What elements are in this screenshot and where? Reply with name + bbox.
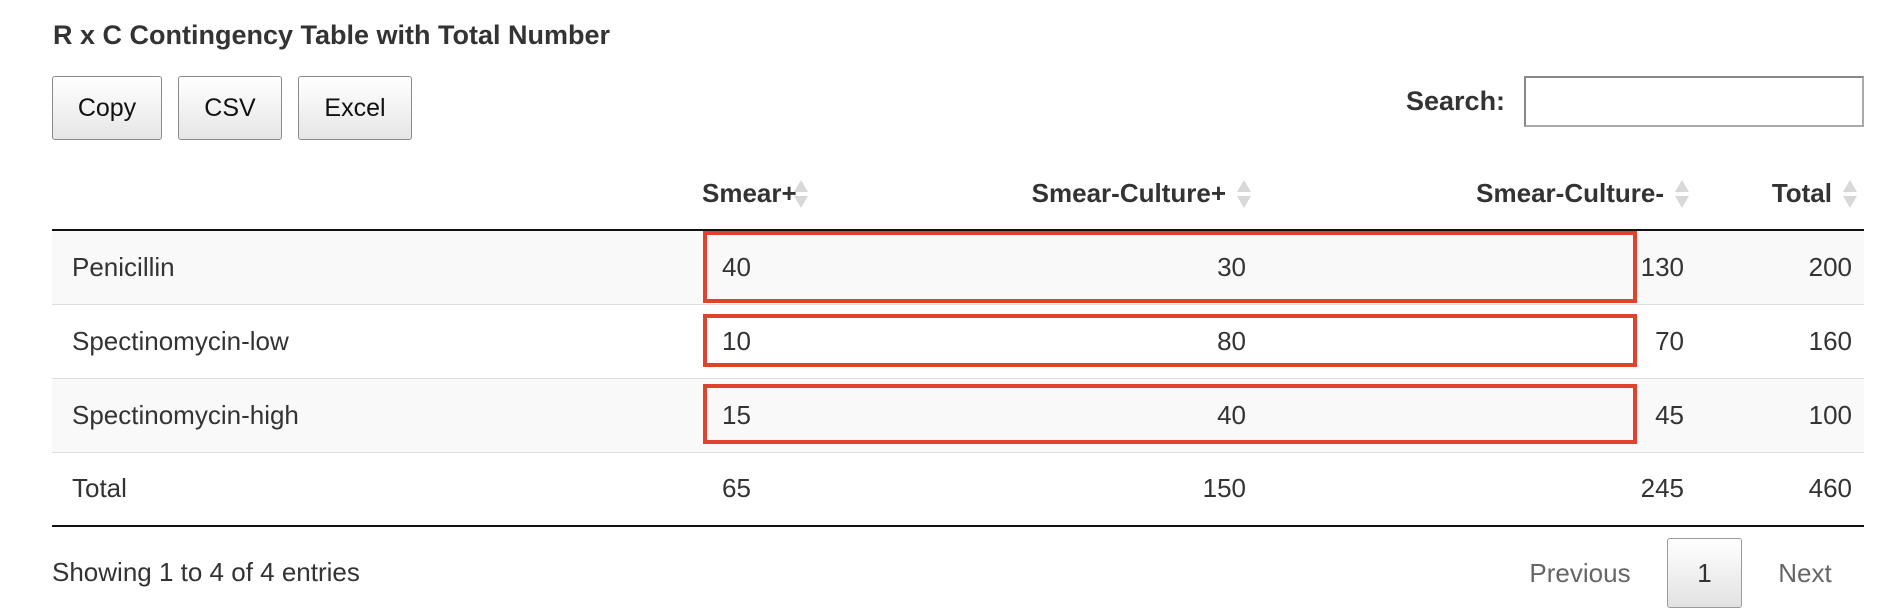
table-cell: 150 bbox=[815, 451, 1258, 527]
sort-icon bbox=[1236, 179, 1252, 209]
column-header-label: Smear-Culture+ bbox=[1031, 178, 1226, 208]
table-cell: 70 bbox=[1258, 303, 1696, 378]
table-row: Spectinomycin-low 10 80 70 160 bbox=[52, 303, 1864, 378]
column-header-smear-positive[interactable]: Smear+ bbox=[702, 158, 815, 231]
copy-button[interactable]: Copy bbox=[52, 76, 162, 140]
column-header-label: Total bbox=[1771, 178, 1832, 208]
sort-icon bbox=[1842, 179, 1858, 209]
table-cell: 45 bbox=[1258, 377, 1696, 452]
row-label-cell: Penicillin bbox=[52, 230, 702, 304]
previous-page-button[interactable]: Previous bbox=[1529, 557, 1631, 588]
sort-icon bbox=[793, 179, 809, 209]
row-label-cell: Spectinomycin-low bbox=[52, 303, 702, 378]
table-cell: 40 bbox=[815, 377, 1258, 452]
sort-icon bbox=[1674, 179, 1690, 209]
table-cell: 100 bbox=[1696, 377, 1864, 452]
table-cell: 40 bbox=[702, 230, 815, 304]
table-header-row: Smear+ Smear-Culture+ Smear-Culture- Tot… bbox=[52, 158, 1864, 231]
table-cell: 10 bbox=[702, 303, 815, 378]
table-cell: 245 bbox=[1258, 451, 1696, 527]
contingency-table: Smear+ Smear-Culture+ Smear-Culture- Tot… bbox=[52, 158, 1864, 527]
excel-button[interactable]: Excel bbox=[298, 76, 412, 140]
table-title: R x C Contingency Table with Total Numbe… bbox=[53, 20, 611, 50]
column-header-smear-culture-negative[interactable]: Smear-Culture- bbox=[1258, 158, 1696, 231]
table-cell: 80 bbox=[815, 303, 1258, 378]
table-cell: 200 bbox=[1696, 230, 1864, 304]
search-input[interactable] bbox=[1524, 76, 1864, 127]
table-row-total: Total 65 150 245 460 bbox=[52, 451, 1864, 527]
csv-button[interactable]: CSV bbox=[178, 76, 282, 140]
table-row: Spectinomycin-high 15 40 45 100 bbox=[52, 377, 1864, 452]
table-cell: 30 bbox=[815, 230, 1258, 304]
table-row: Penicillin 40 30 130 200 bbox=[52, 230, 1864, 304]
column-header-total[interactable]: Total bbox=[1696, 158, 1864, 231]
table-info: Showing 1 to 4 of 4 entries bbox=[52, 557, 360, 587]
table-cell: 65 bbox=[702, 451, 815, 527]
row-label-cell: Total bbox=[52, 451, 702, 527]
table-cell: 460 bbox=[1696, 451, 1864, 527]
column-header-row-label[interactable] bbox=[52, 158, 702, 231]
next-page-button[interactable]: Next bbox=[1778, 557, 1832, 588]
table-cell: 15 bbox=[702, 377, 815, 452]
column-header-smear-culture-positive[interactable]: Smear-Culture+ bbox=[815, 158, 1258, 231]
search-label: Search: bbox=[1406, 86, 1506, 116]
page-button-1[interactable]: 1 bbox=[1667, 538, 1742, 608]
column-header-label: Smear+ bbox=[702, 178, 797, 208]
row-label-cell: Spectinomycin-high bbox=[52, 377, 702, 452]
column-header-label: Smear-Culture- bbox=[1476, 178, 1664, 208]
table-cell: 130 bbox=[1258, 230, 1696, 304]
table-cell: 160 bbox=[1696, 303, 1864, 378]
